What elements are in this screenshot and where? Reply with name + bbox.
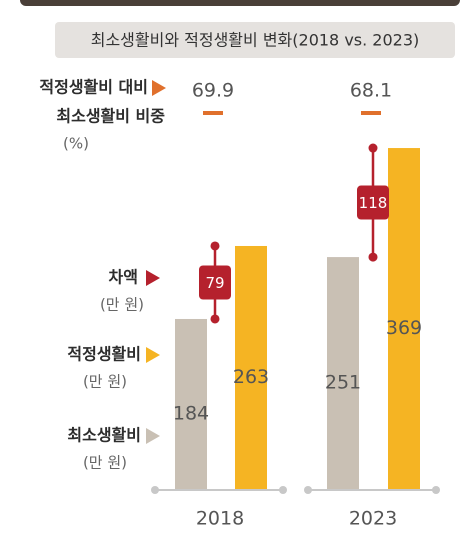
bar <box>327 257 359 489</box>
x-tick-label: 2018 <box>196 508 244 530</box>
difference-marker <box>199 241 231 324</box>
difference-marker <box>357 143 389 262</box>
baseline-end <box>279 486 287 494</box>
ratio-label: 최소생활비 비중 <box>56 107 165 126</box>
ratio-label: 적정생활비 대비 <box>39 78 148 97</box>
difference-label: 79 <box>205 274 224 292</box>
legend-label: 최소생활비 <box>67 426 141 445</box>
legend-marker <box>152 80 166 96</box>
legend-label: 차액 <box>109 268 138 287</box>
ratio-label: 68.1 <box>350 80 392 102</box>
value-label: 369 <box>386 317 422 339</box>
difference-part <box>368 143 378 153</box>
baseline-end <box>432 486 440 494</box>
ratio-label: 69.9 <box>192 80 234 102</box>
difference-label: 118 <box>359 194 388 212</box>
baseline-end <box>151 486 159 494</box>
ratio-dash <box>203 111 223 115</box>
ratio-dash <box>361 111 381 115</box>
legend-label: 적정생활비 <box>67 345 141 364</box>
bar <box>235 245 267 489</box>
legend-unit: (만 원) <box>83 373 127 391</box>
legend-marker <box>146 347 160 363</box>
value-label: 251 <box>325 372 361 394</box>
bar <box>388 148 420 489</box>
top-band <box>20 0 460 6</box>
legend-marker <box>146 428 160 444</box>
baseline-end <box>304 486 312 494</box>
difference-part <box>210 241 220 251</box>
chart-title: 최소생활비와 적정생활비 변화(2018 vs. 2023) <box>91 31 420 50</box>
x-tick-label: 2023 <box>349 508 397 530</box>
value-label: 184 <box>173 402 209 424</box>
value-label: 263 <box>233 366 269 388</box>
difference-part <box>210 314 220 324</box>
difference-part <box>368 252 378 262</box>
difference-part <box>357 185 389 220</box>
legend-unit: (만 원) <box>100 296 144 314</box>
ratio-unit: (%) <box>63 135 89 153</box>
difference-part <box>199 265 231 300</box>
bar <box>175 318 207 489</box>
title-box <box>55 22 455 58</box>
legend-unit: (만 원) <box>83 454 127 472</box>
legend-marker <box>146 270 160 286</box>
